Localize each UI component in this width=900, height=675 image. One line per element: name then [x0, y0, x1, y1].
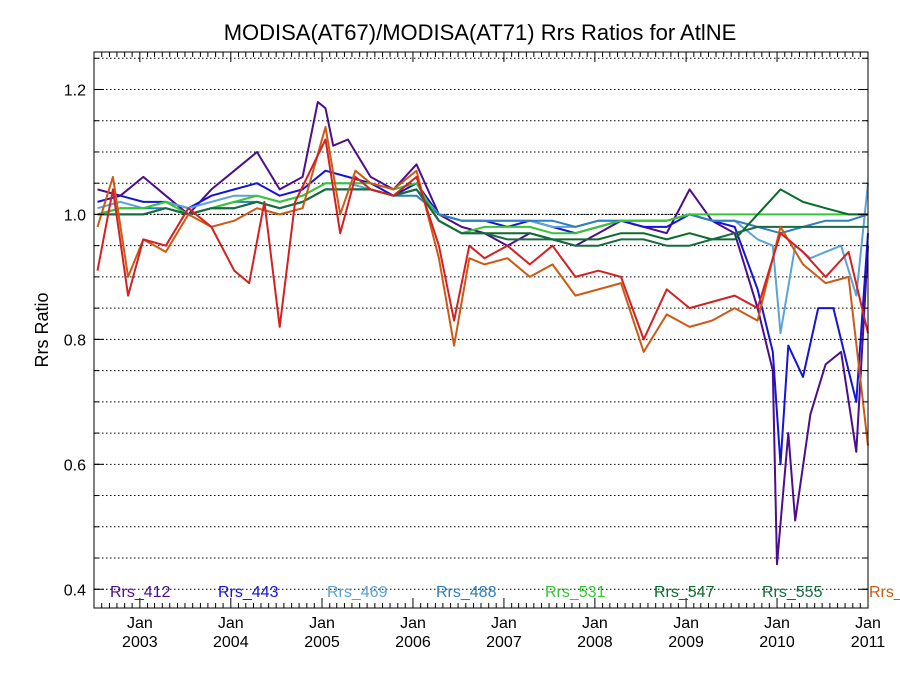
- y-tick-label: 0.6: [64, 457, 86, 474]
- series-line-rrs-531: [97, 182, 868, 235]
- legend-entry: Rrs_531: [545, 584, 606, 601]
- y-tick-label: 0.4: [64, 582, 86, 599]
- legend-entry: Rrs_412: [110, 584, 171, 601]
- x-tick-year-label: 2010: [759, 634, 795, 651]
- x-tick-month-label: Jan: [855, 615, 881, 632]
- axis-ticks: 0.4 0.6 0.8 1.0 1.2 Jan 2003 Jan 2004 Jan 2005 Jan 2…: [64, 52, 886, 651]
- x-tick-month-label: Jan: [491, 615, 517, 632]
- y-tick-label: 1.2: [64, 82, 86, 99]
- legend-entry: Rrs_555: [762, 584, 823, 601]
- series-line-unlabeled: [96, 138, 869, 341]
- x-tick-year-label: 2006: [395, 634, 431, 651]
- x-tick-year-label: 2004: [213, 634, 249, 651]
- x-tick-month-label: Jan: [400, 615, 426, 632]
- y-tick-label: 1.0: [64, 207, 86, 224]
- chart-title: MODISA(AT67)/MODISA(AT71) Rrs Ratios for…: [224, 20, 737, 45]
- legend-entry: Rrs_547: [654, 584, 715, 601]
- series-line-rrs-555: [97, 188, 868, 247]
- x-tick-year-label: 2003: [122, 634, 158, 651]
- x-tick-month-label: Jan: [764, 615, 790, 632]
- series-layer: [96, 101, 869, 566]
- legend-entry: Rrs_: [869, 584, 900, 601]
- y-axis-label: Rrs Ratio: [32, 292, 52, 367]
- x-tick-year-label: 2009: [668, 634, 704, 651]
- x-tick-month-label: Jan: [582, 615, 608, 632]
- x-tick-year-label: 2005: [304, 634, 340, 651]
- legend-entry: Rrs_488: [436, 584, 497, 601]
- grid-lines: [94, 57, 868, 590]
- x-tick-year-label: 2007: [486, 634, 522, 651]
- x-tick-year-label: 2008: [577, 634, 613, 651]
- x-tick-year-label: 2011: [851, 634, 886, 651]
- y-tick-label: 0.8: [64, 332, 86, 349]
- series-line-rrs-667: [96, 126, 869, 446]
- legend: Rrs_412 Rrs_443 Rrs_469 Rrs_488 Rrs_531 Rrs_5…: [110, 584, 900, 601]
- x-tick-month-label: Jan: [309, 615, 335, 632]
- legend-entry: Rrs_469: [327, 584, 388, 601]
- x-tick-month-label: Jan: [127, 615, 153, 632]
- x-tick-month-label: Jan: [673, 615, 699, 632]
- legend-entry: Rrs_443: [218, 584, 279, 601]
- x-tick-month-label: Jan: [218, 615, 244, 632]
